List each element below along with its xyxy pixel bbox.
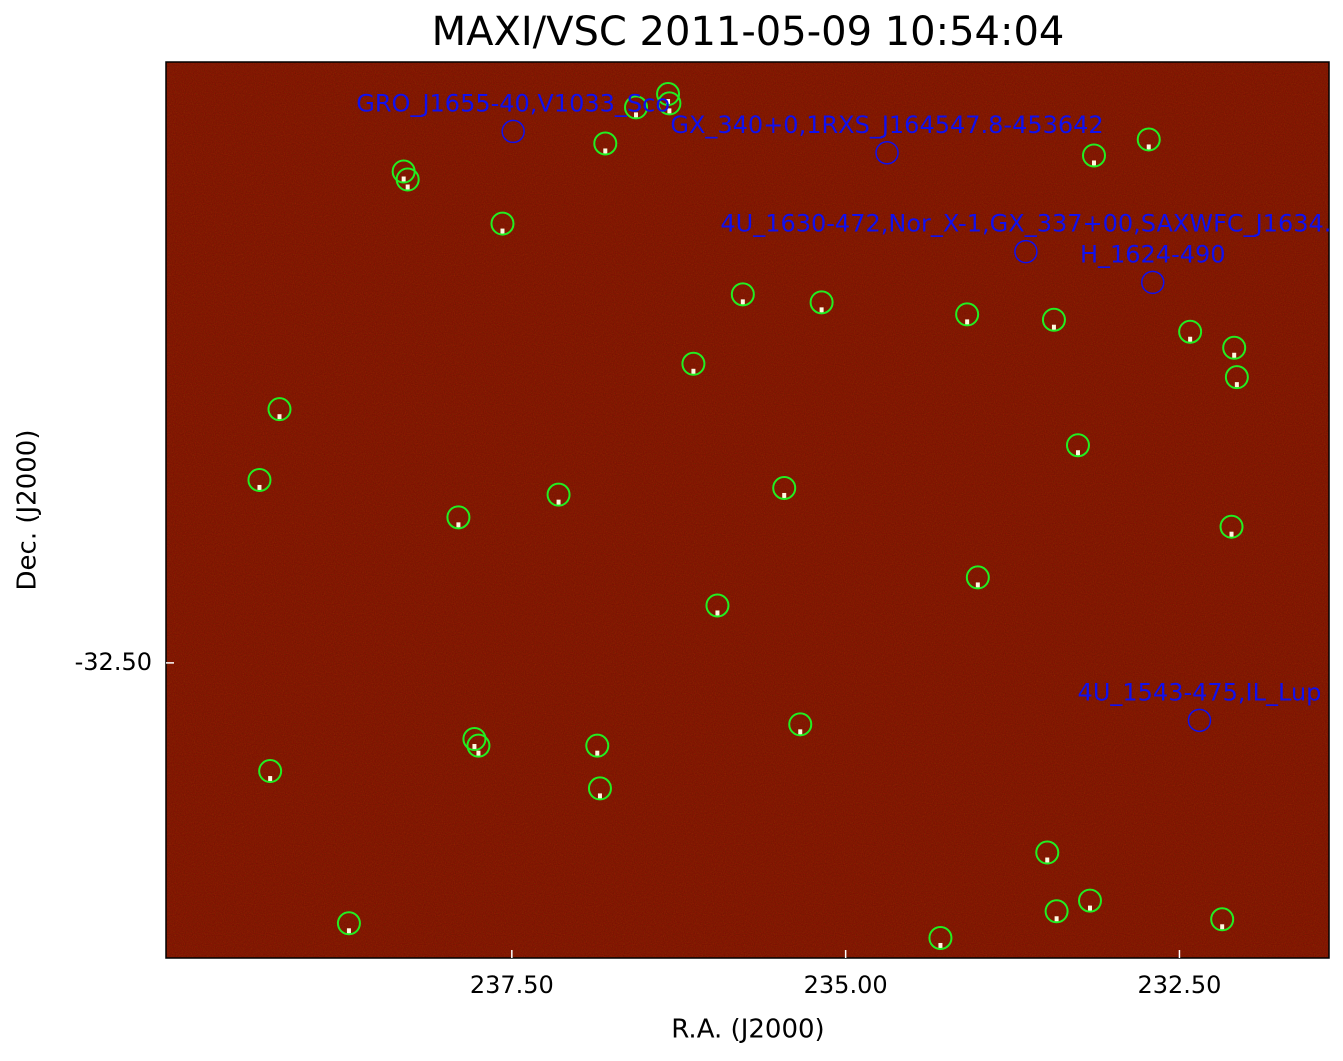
catalog-label: 4U_1543-475,IL_Lup [1078, 678, 1322, 706]
plot-frame [165, 61, 1330, 959]
detection-marker [1222, 335, 1247, 360]
y-axis-label: Dec. (J2000) [13, 430, 43, 591]
catalog-marker [1140, 270, 1165, 295]
detection-marker [928, 925, 953, 950]
source-spot [691, 368, 696, 375]
source-spot [666, 99, 671, 106]
y-tick-label: -32.50 [75, 648, 152, 676]
detection-marker [624, 95, 649, 120]
detection-marker [1210, 907, 1235, 932]
detection-marker [657, 91, 682, 116]
x-tick-label: 235.00 [804, 971, 888, 999]
source-spot [472, 744, 477, 751]
source-spot [1045, 857, 1050, 864]
detection-marker [1041, 307, 1066, 332]
source-spot [1051, 324, 1056, 331]
detection-marker [1035, 840, 1060, 865]
detection-marker [965, 565, 990, 590]
detection-marker [446, 505, 471, 530]
catalog-label: GX_340+0,1RXS_J164547.8-453642 [670, 111, 1103, 139]
source-spot [257, 484, 262, 491]
detection-marker [593, 131, 618, 156]
x-axis-label: R.A. (J2000) [671, 1015, 824, 1045]
source-spot [597, 793, 602, 800]
source-spot [1075, 450, 1080, 457]
detection-marker [788, 712, 813, 737]
detection-marker [772, 475, 797, 500]
detection-marker [546, 482, 571, 507]
source-spot [975, 582, 980, 589]
detection-marker [730, 282, 755, 307]
source-spot [401, 176, 406, 183]
source-spot [782, 492, 787, 499]
source-spot [476, 750, 481, 757]
catalog-marker [1187, 708, 1212, 733]
image-noise [166, 62, 1329, 958]
source-spot [938, 942, 943, 949]
source-spot [715, 610, 720, 617]
source-spot [1054, 916, 1059, 923]
source-spot [740, 299, 745, 306]
detection-marker [809, 290, 834, 315]
source-spot [456, 522, 461, 529]
source-spot [634, 112, 639, 119]
detection-marker [1065, 433, 1090, 458]
detection-marker [585, 733, 610, 758]
source-spot [1232, 352, 1237, 359]
source-spot [595, 750, 600, 757]
detection-marker [247, 467, 272, 492]
detection-marker [395, 167, 420, 192]
source-spot [1188, 336, 1193, 343]
source-spot [1234, 382, 1239, 389]
detection-marker [462, 727, 487, 752]
source-spot [1087, 905, 1092, 912]
catalog-marker [875, 141, 899, 165]
catalog-label: H_1624-490 [1080, 240, 1226, 268]
source-spot [798, 729, 803, 736]
detection-marker [955, 302, 980, 327]
source-spot [819, 307, 824, 314]
detection-marker [1224, 365, 1249, 390]
detection-marker [1178, 319, 1203, 344]
source-spot [500, 228, 505, 235]
catalog-label: 4U_1630-472,Nor_X-1,GX_337+00,SAXWFC_J16… [720, 210, 1331, 238]
catalog-marker [1014, 239, 1038, 264]
source-spot [277, 414, 282, 421]
detection-marker [1219, 514, 1244, 539]
source-spot [603, 148, 608, 155]
plot-area [247, 82, 1249, 950]
x-tick-label: 232.50 [1137, 971, 1221, 999]
chart-title: MAXI/VSC 2011-05-09 10:54:04 [432, 9, 1065, 55]
detection-marker [1081, 143, 1106, 168]
detection-marker [681, 351, 706, 376]
catalog-marker [501, 119, 525, 144]
source-spot [965, 319, 970, 326]
detection-marker [258, 759, 283, 784]
source-spot [556, 499, 561, 506]
detection-marker [1136, 127, 1161, 152]
source-spot [1220, 924, 1225, 931]
source-spot [1229, 531, 1234, 538]
detection-marker [587, 776, 612, 801]
detection-marker [656, 82, 681, 107]
detection-marker [336, 911, 361, 936]
detection-marker [1077, 888, 1102, 913]
x-tick-label: 237.50 [470, 971, 554, 999]
source-spot [268, 776, 273, 783]
catalog-label: GRO_J1655-40,V1033_Sco [356, 89, 670, 117]
source-spot [405, 184, 410, 191]
source-spot [667, 108, 672, 115]
detection-marker [466, 733, 491, 758]
source-spot [1091, 160, 1096, 167]
source-spot [1146, 144, 1151, 151]
detection-marker [705, 593, 730, 618]
detection-marker [1044, 899, 1069, 924]
source-spot [346, 928, 351, 935]
detection-marker [490, 211, 515, 236]
detection-marker [267, 397, 292, 422]
